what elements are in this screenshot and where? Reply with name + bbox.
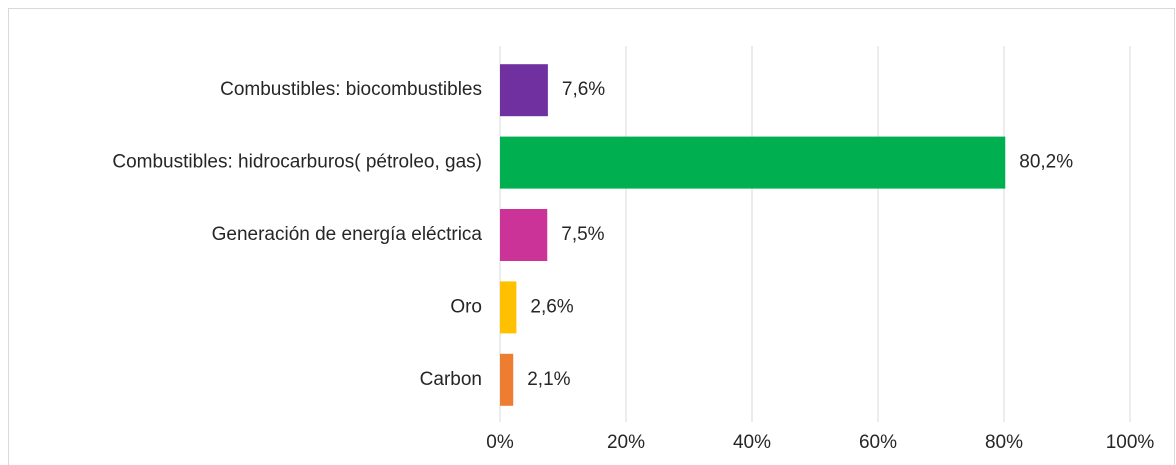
x-tick-label: 60% [859,432,897,453]
bar [500,136,1006,189]
bar [500,64,548,117]
bar [500,209,548,261]
bar [500,281,517,334]
bar [500,353,514,406]
y-tick-label: Carbon [420,369,482,390]
data-label: 2,1% [527,369,570,390]
y-tick-label: Oro [450,296,482,317]
x-tick-label: 0% [486,432,514,453]
y-tick-label: Combustibles: biocombustibles [220,79,482,100]
chart-frame [8,8,1175,465]
y-tick-label: Combustibles: hidrocarburos( pétroleo, g… [112,152,482,173]
x-tick-label: 20% [607,432,645,453]
y-tick-label: Generación de energía eléctrica [212,224,483,245]
data-label: 7,6% [562,79,605,100]
x-tick-label: 40% [733,432,771,453]
data-label: 2,6% [530,296,573,317]
data-label: 80,2% [1019,152,1073,173]
data-label: 7,5% [561,224,604,245]
x-tick-label: 100% [1106,432,1155,453]
x-tick-label: 80% [985,432,1023,453]
